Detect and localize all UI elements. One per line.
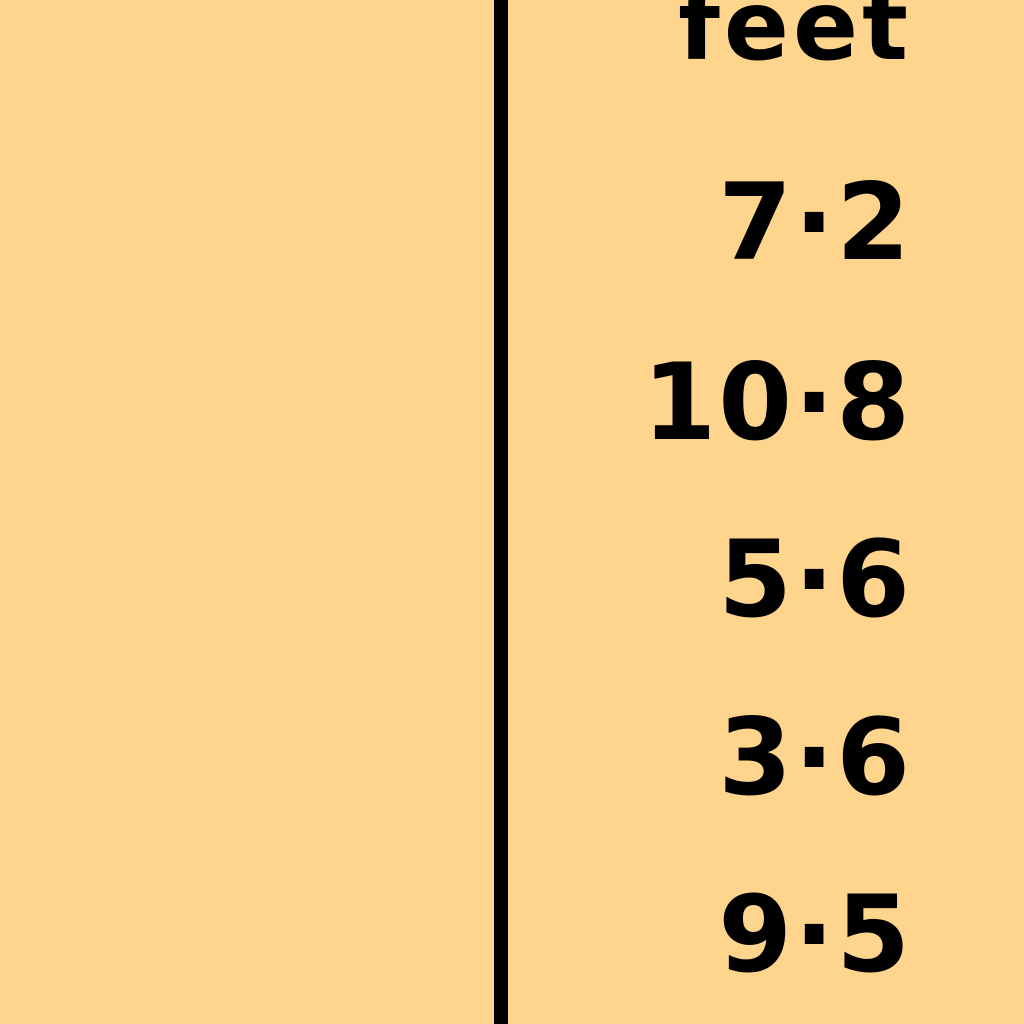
table-cell-value: 10·8: [642, 341, 912, 464]
table-cell-value: 9·5: [718, 873, 912, 996]
feet-column: feet 7·2 10·8 5·6 3·6 9·5: [508, 0, 1024, 1024]
table-cell-value: 3·6: [718, 696, 912, 819]
column-divider: [494, 0, 508, 1024]
empty-column-cell: [0, 0, 494, 1024]
table-cell-value: 5·6: [718, 518, 912, 641]
table-cell-value: 7·2: [718, 161, 912, 284]
column-header-feet: feet: [678, 0, 912, 82]
